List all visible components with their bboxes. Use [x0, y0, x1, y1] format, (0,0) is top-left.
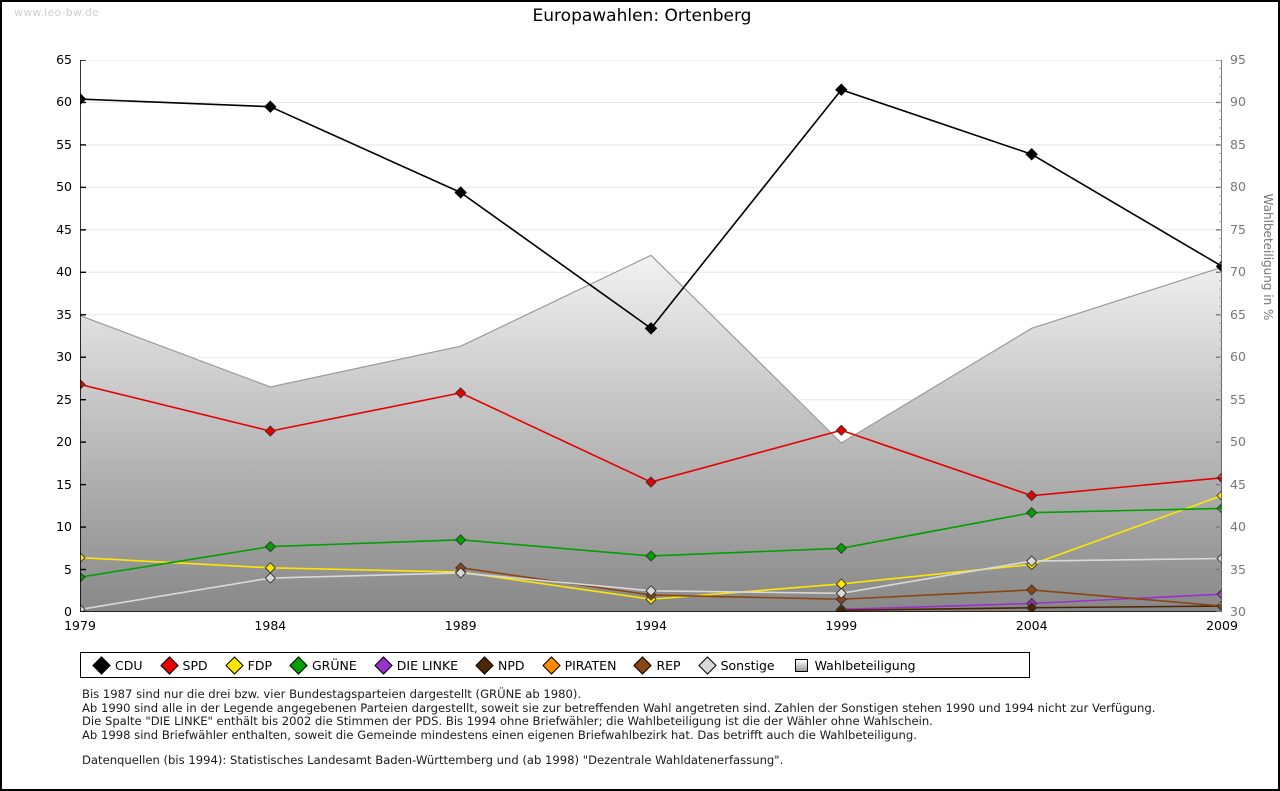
chart-svg	[80, 60, 1222, 612]
x-tick: 1984	[254, 618, 287, 633]
y-tick-left: 55	[56, 136, 72, 152]
page-title: Europawahlen: Ortenberg	[532, 6, 752, 26]
y-tick-right: 90	[1230, 94, 1246, 110]
footnotes: Bis 1987 sind nur die drei bzw. vier Bun…	[82, 687, 1232, 742]
y-tick-right: 80	[1230, 179, 1246, 195]
y-tick-right: 35	[1230, 561, 1246, 577]
legend-item-npd[interactable]: NPD	[475, 655, 525, 675]
legend-diamond-icon	[224, 655, 244, 675]
legend-item-piraten[interactable]: PIRATEN	[541, 655, 617, 675]
y-tick-left: 60	[56, 94, 72, 110]
footnote-line: Bis 1987 sind nur die drei bzw. vier Bun…	[82, 687, 582, 701]
y-tick-left: 15	[56, 476, 72, 492]
y-tick-right: 75	[1230, 221, 1246, 237]
legend-diamond-icon	[289, 655, 308, 675]
y-tick-left: 35	[56, 306, 72, 322]
y-tick-right: 40	[1230, 519, 1246, 535]
y-tick-right: 60	[1230, 349, 1246, 365]
legend-label: REP	[656, 657, 681, 673]
y-tick-right: 55	[1230, 391, 1246, 407]
legend-diamond-icon	[475, 655, 494, 675]
x-tick: 2004	[1015, 618, 1048, 633]
legend-item-die-linke[interactable]: DIE LINKE	[374, 655, 459, 675]
y-tick-right: 45	[1230, 476, 1246, 492]
legend-diamond-icon	[159, 655, 179, 675]
legend-diamond-icon	[541, 655, 561, 675]
x-tick: 1999	[825, 618, 858, 633]
legend-label: NPD	[498, 657, 525, 673]
x-tick: 1979	[64, 618, 96, 633]
legend-item-spd[interactable]: SPD	[159, 655, 208, 675]
legend-item-rep[interactable]: REP	[633, 655, 681, 675]
legend-item-wahlbeteiligung[interactable]: Wahlbeteiligung	[794, 657, 916, 673]
y-tick-left: 30	[56, 349, 72, 365]
legend-item-grüne[interactable]: GRÜNE	[289, 655, 357, 675]
footnote-line: Die Spalte "DIE LINKE" enthält bis 2002 …	[82, 714, 933, 729]
legend-diamond-icon	[92, 655, 111, 675]
legend-label: DIE LINKE	[396, 657, 459, 673]
legend-label: Sonstige	[720, 657, 775, 673]
y-tick-left: 40	[56, 264, 72, 280]
data-sources: Datenquellen (bis 1994): Statistisches L…	[82, 753, 784, 767]
legend-label: CDU	[115, 657, 143, 673]
y-tick-right: 50	[1230, 434, 1246, 450]
legend-item-cdu[interactable]: CDU	[92, 655, 143, 675]
legend-item-fdp[interactable]: FDP	[224, 655, 272, 675]
watermark: www.leo-bw.de	[14, 6, 100, 19]
y-tick-left: 25	[56, 391, 72, 407]
y-tick-right: 30	[1230, 604, 1246, 619]
y-tick-left: 5	[64, 561, 72, 577]
x-tick: 1989	[444, 618, 477, 633]
y-tick-right: 70	[1230, 264, 1246, 280]
x-tick: 2009	[1206, 618, 1238, 633]
y-tick-left: 50	[56, 179, 72, 195]
y-tick-right: 85	[1230, 136, 1246, 152]
y-tick-left: 45	[56, 221, 72, 237]
legend-label: PIRATEN	[564, 657, 617, 673]
footnote-line: Ab 1998 sind Briefwähler enthalten, sowe…	[82, 727, 917, 742]
legend-diamond-icon	[697, 655, 717, 675]
legend-item-sonstige[interactable]: Sonstige	[697, 655, 775, 675]
x-tick: 1994	[635, 618, 667, 633]
y-tick-right: 95	[1230, 52, 1246, 67]
y-tick-left: 65	[56, 52, 72, 67]
legend-label: FDP	[247, 657, 272, 673]
legend-diamond-icon	[633, 655, 653, 675]
y-tick-right: 65	[1230, 306, 1246, 322]
chart-legend: CDU SPD FDP GRÜNE DIE LINKE NPD PIRATEN REP Sons…	[80, 652, 1030, 678]
footnote-line: Ab 1990 sind alle in der Legende angegeb…	[82, 700, 1156, 715]
y-tick-left: 0	[64, 604, 72, 619]
legend-label: SPD	[182, 657, 208, 673]
plot-area: gültige Stimmen in % Wahlbeteiligung in …	[56, 52, 1275, 633]
legend-square-icon	[794, 658, 808, 672]
legend-label: Wahlbeteiligung	[814, 657, 916, 673]
legend-diamond-icon	[374, 655, 393, 675]
y-tick-left: 20	[56, 434, 72, 450]
legend-label: GRÜNE	[311, 657, 357, 673]
y-tick-left: 10	[56, 519, 72, 535]
